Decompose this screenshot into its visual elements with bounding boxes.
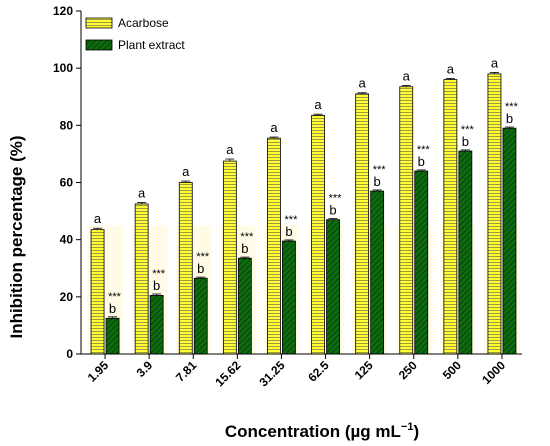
plant-extract-letter-label: b [329, 203, 336, 218]
x-tick-label: 15.62 [212, 358, 243, 389]
x-tick-label: 62.5 [305, 358, 332, 385]
acarbose-letter-label: a [314, 97, 322, 112]
x-axis-title: Concentration (µg mL−1) [225, 421, 419, 441]
legend-label-acarbose: Acarbose [118, 16, 169, 30]
plant-extract-letter-label: b [197, 261, 204, 276]
plant-extract-letter-label: b [241, 241, 248, 256]
acarbose-bar [178, 182, 193, 355]
plant-extract-letter-label: b [374, 174, 381, 189]
y-tick-label: 80 [60, 118, 74, 132]
x-tick-label: 125 [352, 358, 376, 382]
x-tick-label: 1.95 [85, 358, 112, 385]
significance-label: *** [373, 164, 387, 176]
legend-swatch-plant-extract [85, 39, 113, 51]
acarbose-bar [222, 160, 237, 355]
acarbose-bar [267, 137, 281, 355]
acarbose-letter-label: a [359, 76, 367, 91]
plant-extract-bar [414, 170, 429, 355]
acarbose-bar [90, 229, 105, 355]
x-tick-label: 500 [440, 358, 464, 382]
plot-area: ab***ab***ab***ab***ab***ab***ab***ab***… [87, 55, 520, 355]
plant-extract-bar [326, 219, 340, 355]
plant-extract-letter-label: b [285, 224, 292, 239]
significance-label: *** [196, 251, 210, 263]
x-tick-label: 1000 [479, 358, 508, 387]
plant-extract-letter-label: b [418, 154, 425, 169]
acarbose-letter-label: a [491, 55, 499, 70]
acarbose-letter-label: a [182, 164, 190, 179]
y-tick-label: 40 [60, 233, 74, 247]
x-tick-label: 3.9 [134, 358, 156, 380]
legend-label-plant-extract: Plant extract [118, 38, 185, 52]
acarbose-letter-label: a [403, 69, 411, 84]
acarbose-letter-label: a [138, 186, 146, 201]
significance-label: *** [285, 214, 299, 226]
acarbose-letter-label: a [94, 211, 102, 226]
acarbose-bar [311, 114, 325, 355]
x-tick-label: 250 [396, 358, 420, 382]
legend: Acarbose Plant extract [85, 16, 185, 52]
plant-extract-bar [458, 150, 473, 355]
significance-label: *** [108, 291, 122, 303]
acarbose-letter-label: a [270, 120, 278, 135]
y-tick-label: 60 [60, 176, 74, 190]
x-tick-label: 31.25 [256, 358, 287, 389]
plant-extract-bar [193, 277, 208, 355]
significance-label: *** [329, 193, 343, 205]
acarbose-bar [355, 93, 370, 355]
plant-extract-bar [105, 317, 120, 355]
y-tick-label: 120 [53, 4, 73, 18]
plant-extract-letter-label: b [506, 111, 513, 126]
x-axis: 1.95 3.9 7.81 15.62 31.25 62.5 125 250 500 1000 [81, 353, 522, 389]
plant-extract-letter-label: b [153, 278, 160, 293]
plant-extract-bar [237, 257, 252, 355]
y-tick-label: 0 [66, 347, 73, 361]
acarbose-letter-label: a [226, 142, 234, 157]
y-axis: 0 20 40 60 80 100 120 [53, 4, 82, 361]
significance-label: *** [152, 268, 166, 280]
acarbose-bar [487, 73, 502, 355]
acarbose-bar [134, 203, 149, 355]
significance-label: *** [240, 231, 254, 243]
plant-extract-bar [282, 240, 296, 355]
y-tick-label: 100 [53, 61, 73, 75]
y-tick-label: 20 [60, 290, 74, 304]
significance-label: *** [505, 101, 519, 113]
plant-extract-letter-label: b [462, 134, 469, 149]
plant-extract-bar [149, 295, 164, 355]
significance-label: *** [417, 144, 431, 156]
plant-extract-bar [502, 127, 517, 355]
acarbose-letter-label: a [447, 61, 455, 76]
plant-extract-letter-label: b [109, 301, 116, 316]
x-tick-label: 7.81 [173, 358, 200, 385]
y-axis-title: Inhibition percentage (%) [7, 135, 26, 338]
acarbose-bar [399, 86, 414, 355]
plant-extract-bar [370, 190, 385, 355]
legend-swatch-acarbose [85, 17, 113, 29]
significance-label: *** [461, 124, 475, 136]
acarbose-bar [443, 79, 458, 355]
